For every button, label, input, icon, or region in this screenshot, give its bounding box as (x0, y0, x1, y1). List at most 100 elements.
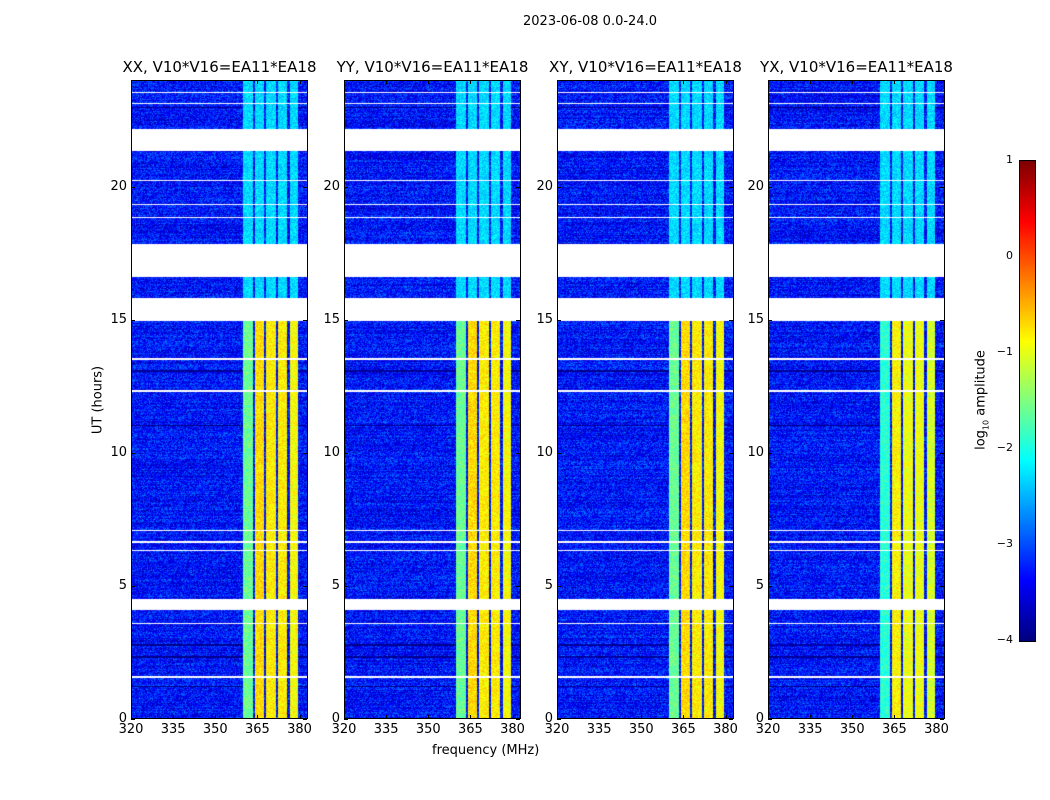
x-tick-label: 335 (797, 722, 823, 737)
x-tick-mark (512, 715, 514, 719)
x-tick-mark (257, 80, 259, 84)
x-tick-mark (852, 80, 854, 84)
x-tick-label: 350 (202, 722, 228, 737)
y-tick-mark (940, 585, 944, 587)
panel-title: YX, V10*V16=EA11*EA18 (760, 58, 953, 76)
x-tick-mark (725, 715, 727, 719)
y-tick-mark (729, 452, 733, 454)
y-tick-mark (768, 585, 772, 587)
axes-frame (768, 80, 945, 719)
x-tick-mark (428, 715, 430, 719)
y-tick-mark (940, 452, 944, 454)
y-tick-mark (516, 585, 520, 587)
y-tick-mark (557, 452, 561, 454)
panel-yx: YX, V10*V16=EA11*EA18 (760, 58, 953, 719)
y-tick-mark (303, 452, 307, 454)
y-tick-mark (516, 452, 520, 454)
x-tick-mark (173, 80, 175, 84)
x-tick-mark (215, 715, 217, 719)
x-tick-mark (557, 80, 558, 84)
x-tick-label: 380 (924, 722, 949, 737)
y-tick-mark (303, 585, 307, 587)
colorbar-tick-label: −1 (996, 345, 1013, 358)
x-tick-mark (768, 80, 769, 84)
colorbar (1019, 160, 1036, 642)
x-tick-label: 350 (628, 722, 654, 737)
x-tick-mark (428, 80, 430, 84)
y-tick-mark (729, 585, 733, 587)
x-tick-mark (470, 80, 472, 84)
y-tick-mark (768, 719, 772, 720)
x-tick-label: 380 (713, 722, 738, 737)
x-tick-label: 335 (160, 722, 186, 737)
y-tick-mark (131, 186, 135, 188)
x-tick-mark (810, 715, 812, 719)
y-tick-mark (303, 719, 307, 720)
panel-xx: XX, V10*V16=EA11*EA18 (122, 58, 317, 719)
panel-title: YY, V10*V16=EA11*EA18 (336, 58, 529, 76)
x-axis-label: frequency (MHz) (432, 743, 540, 758)
x-tick-mark (131, 715, 132, 719)
x-tick-mark (683, 715, 685, 719)
y-tick-mark (131, 719, 135, 720)
heatmap-xx (131, 80, 308, 719)
y-tick-mark (729, 719, 733, 720)
x-tick-mark (810, 80, 812, 84)
x-tick-label: 365 (671, 722, 696, 737)
y-tick-mark (940, 319, 944, 321)
x-tick-mark (725, 80, 727, 84)
x-tick-mark (936, 715, 938, 719)
x-tick-label: 320 (544, 722, 570, 737)
heatmap-xy (557, 80, 734, 719)
y-axis-label: UT (hours) (90, 365, 106, 435)
y-tick-label: 5 (331, 577, 340, 593)
y-tick-mark (344, 585, 348, 587)
colorbar-tick-label: −2 (996, 441, 1013, 454)
x-tick-mark (599, 80, 601, 84)
x-tick-mark (936, 80, 938, 84)
x-tick-mark (512, 80, 514, 84)
y-tick-mark (729, 319, 733, 321)
x-tick-label: 365 (882, 722, 907, 737)
colorbar-tick-label: 0 (1006, 249, 1013, 262)
y-tick-label: 0 (544, 711, 553, 726)
y-tick-mark (344, 186, 348, 188)
colorbar-label-sub: 10 (981, 419, 991, 431)
axes-frame (131, 80, 308, 719)
x-tick-mark (299, 715, 301, 719)
y-tick-label: 20 (536, 178, 553, 194)
y-tick-label: 10 (536, 444, 553, 460)
x-tick-label: 380 (500, 722, 525, 737)
x-tick-mark (852, 715, 854, 719)
y-tick-label: 15 (536, 311, 553, 327)
x-tick-mark (641, 80, 643, 84)
axes-frame (344, 80, 521, 719)
x-tick-mark (386, 80, 388, 84)
y-tick-mark (516, 186, 520, 188)
x-tick-mark (173, 715, 175, 719)
x-tick-label: 380 (287, 722, 312, 737)
y-tick-label: 20 (747, 178, 764, 194)
x-tick-mark (894, 80, 896, 84)
x-tick-mark (470, 715, 472, 719)
x-tick-label: 365 (458, 722, 483, 737)
x-tick-mark (131, 80, 132, 84)
x-tick-label: 320 (755, 722, 781, 737)
y-tick-label: 5 (544, 577, 553, 593)
y-tick-label: 20 (323, 178, 340, 194)
y-tick-label: 20 (110, 178, 127, 194)
panel-yy: YY, V10*V16=EA11*EA18 (337, 58, 528, 719)
y-tick-label: 15 (323, 311, 340, 327)
x-tick-mark (894, 715, 896, 719)
y-tick-mark (940, 719, 944, 720)
y-tick-mark (303, 319, 307, 321)
axes-frame (557, 80, 734, 719)
panel-xy: XY, V10*V16=EA11*EA18 (549, 58, 742, 719)
y-tick-mark (516, 319, 520, 321)
y-tick-mark (344, 319, 348, 321)
y-tick-label: 0 (118, 711, 127, 726)
y-tick-mark (131, 585, 135, 587)
y-tick-mark (729, 186, 733, 188)
y-tick-label: 0 (331, 711, 340, 726)
